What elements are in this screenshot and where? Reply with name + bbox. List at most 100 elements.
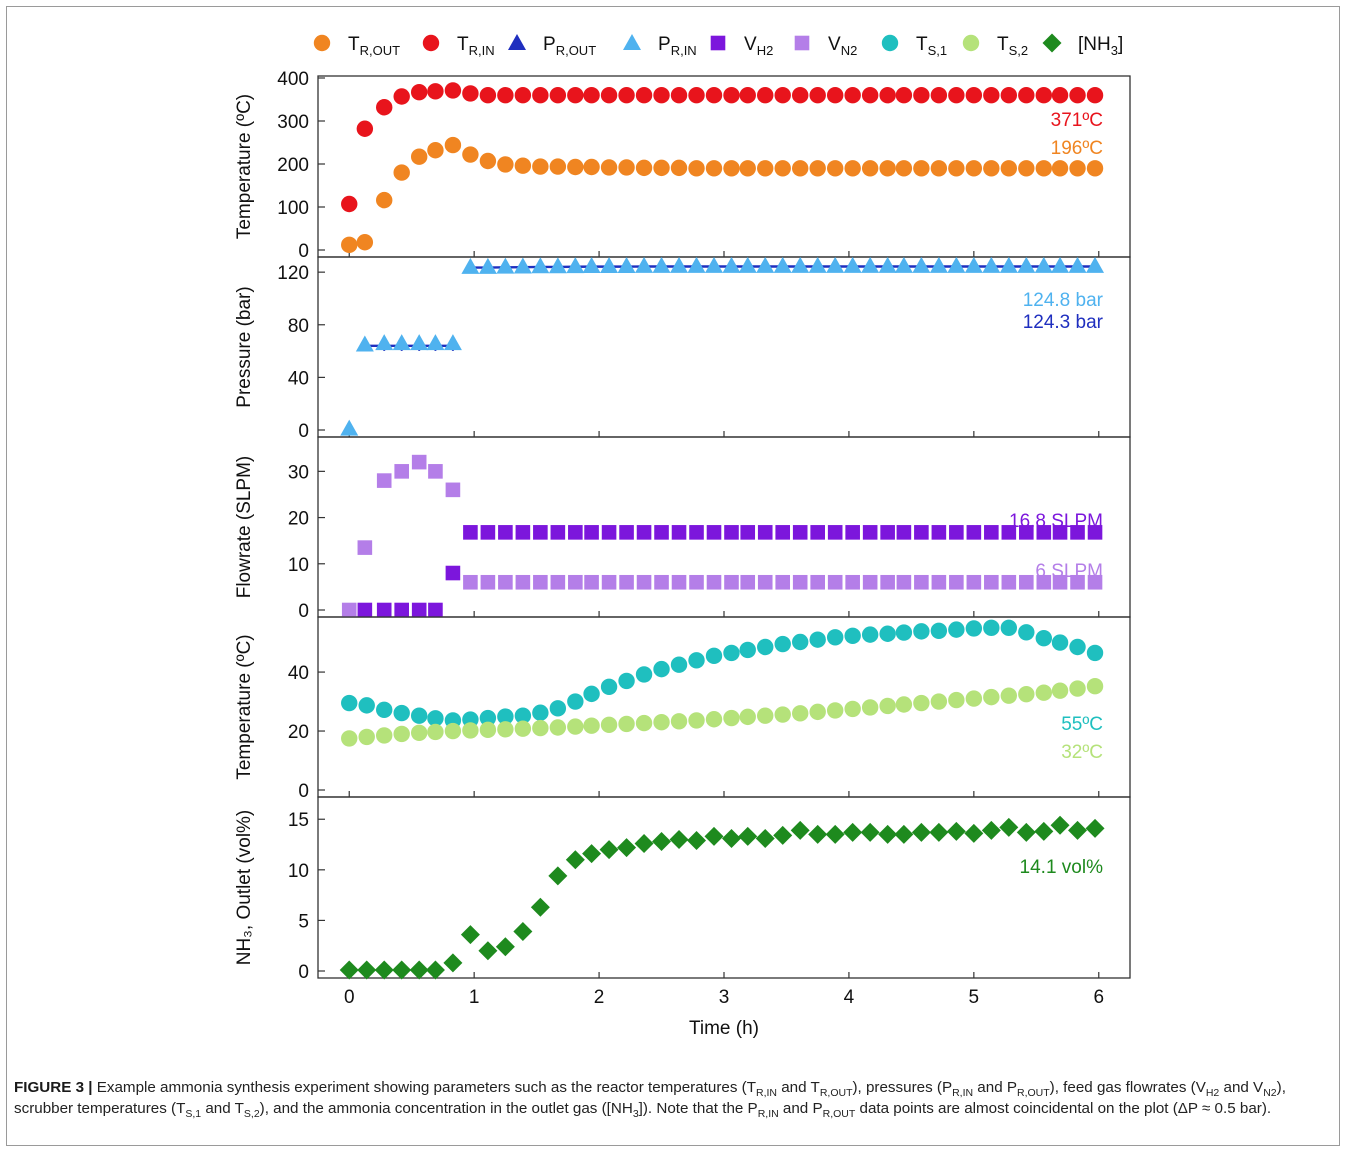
- data-point-nh3: [565, 850, 585, 870]
- data-point-t_s1: [427, 710, 444, 727]
- data-point-t_r_in: [861, 87, 879, 104]
- x-tick-label: 1: [469, 987, 480, 1008]
- data-point-v_n2: [619, 574, 634, 590]
- data-point-v_n2: [706, 574, 722, 590]
- data-point-t_s1: [965, 620, 983, 637]
- data-point-p_r_in: [410, 334, 429, 351]
- panel-3: 0 20 40 Temperature (ºC) 55ºC 32ºC: [234, 616, 1131, 802]
- data-point-nh3: [669, 829, 689, 849]
- data-point-p_r_in: [773, 256, 792, 273]
- chart-legend: TR,OUT TR,IN PR,OUT PR,IN VH2 VN2 TS,1 TS,2 [NH3…: [313, 33, 1123, 58]
- data-point-t_s1: [774, 635, 791, 653]
- data-point-p_r_in: [756, 256, 775, 273]
- series-nh3: [339, 815, 1105, 980]
- data-point-t_r_in: [895, 87, 913, 104]
- data-point-t_s1: [358, 697, 375, 714]
- data-point-nh3: [478, 941, 498, 961]
- data-point-nh3: [964, 823, 984, 843]
- data-point-t_s1: [635, 666, 653, 683]
- x-tick-label: 3: [719, 987, 730, 1008]
- data-point-t_s1: [653, 660, 670, 678]
- data-point-p_r_in: [461, 257, 480, 274]
- data-point-v_h2: [619, 525, 634, 540]
- data-point-nh3: [1050, 815, 1070, 835]
- caption-text: ]). Note that the P: [638, 1100, 758, 1117]
- data-point-t_r_out: [826, 160, 844, 177]
- data-point-t_r_out: [844, 160, 861, 177]
- data-point-nh3: [929, 822, 949, 842]
- data-point-v_n2: [411, 454, 427, 470]
- data-point-v_h2: [966, 525, 982, 540]
- data-point-v_n2: [775, 574, 791, 590]
- legend-marker-p_r_out: [508, 34, 526, 50]
- data-point-v_n2: [740, 574, 756, 590]
- data-point-t_r_in: [792, 87, 809, 104]
- legend-label-nh3: [NH3]: [1078, 34, 1123, 58]
- data-point-t_r_out: [427, 142, 444, 159]
- data-point-t_r_out: [1035, 160, 1053, 177]
- data-point-t_r_out: [774, 160, 791, 177]
- data-point-nh3: [825, 824, 845, 844]
- figure-caption: FIGURE 3 | Example ammonia synthesis exp…: [14, 1077, 1332, 1119]
- data-point-nh3: [582, 844, 602, 864]
- data-point-t_r_out: [792, 160, 809, 177]
- data-point-v_n2: [1052, 574, 1068, 590]
- data-point-t_s1: [600, 678, 618, 696]
- data-point-v_h2: [706, 525, 722, 540]
- data-point-p_r_in: [513, 257, 532, 274]
- data-point-t_s1: [1069, 638, 1086, 656]
- data-point-t_s1: [792, 633, 809, 651]
- data-point-p_r_in: [722, 256, 741, 273]
- x-tick-label: 4: [844, 987, 855, 1008]
- panel-frame: [317, 616, 1131, 798]
- series-t_s2: [341, 678, 1104, 747]
- data-point-t_s2: [913, 694, 930, 712]
- data-point-nh3: [946, 821, 966, 841]
- data-point-t_s2: [1069, 680, 1086, 697]
- data-point-t_s2: [410, 724, 428, 742]
- caption-text: ), feed gas flowrates (V: [1049, 1079, 1206, 1096]
- data-point-t_s2: [427, 723, 444, 741]
- data-point-nh3: [634, 834, 654, 854]
- data-point-p_r_in: [670, 256, 689, 273]
- data-point-t_r_out: [809, 160, 826, 177]
- data-point-t_r_out: [861, 160, 879, 177]
- data-point-t_r_out: [393, 164, 410, 181]
- data-point-t_s2: [341, 730, 358, 747]
- data-point-v_n2: [445, 482, 461, 498]
- caption-text: and P: [973, 1079, 1017, 1096]
- caption-sub: R,OUT: [819, 1087, 853, 1100]
- data-point-v_h2: [1052, 525, 1068, 540]
- data-point-t_s1: [705, 647, 723, 665]
- data-point-v_h2: [568, 525, 583, 540]
- data-point-t_r_out: [723, 160, 740, 177]
- data-point-nh3: [652, 831, 672, 851]
- series-p_r_in: [340, 256, 1105, 436]
- data-point-t_s1: [913, 623, 930, 640]
- data-point-v_n2: [480, 574, 496, 590]
- caption-sub: 3: [632, 1108, 639, 1121]
- data-point-v_h2: [827, 525, 843, 540]
- data-point-t_r_in: [376, 99, 393, 116]
- data-point-t_r_in: [705, 87, 723, 104]
- data-point-t_r_in: [549, 87, 567, 104]
- data-point-t_r_out: [1086, 160, 1104, 177]
- legend-label-v_h2: VH2: [744, 34, 773, 58]
- data-point-t_s1: [514, 707, 532, 724]
- data-point-v_h2: [896, 525, 912, 540]
- data-point-v_h2: [689, 525, 704, 540]
- data-point-nh3: [425, 960, 445, 980]
- data-point-t_s1: [688, 652, 705, 669]
- data-point-p_r_in: [964, 256, 983, 273]
- y-tick-label: 200: [277, 155, 309, 176]
- y-tick-label: 10: [288, 555, 309, 576]
- data-point-p_r_in: [982, 256, 1001, 273]
- data-point-t_r_out: [514, 157, 532, 174]
- data-point-t_r_out: [739, 160, 756, 177]
- panel-4: 0 5 10 15 NH₃, Outlet (vol%) 14.1 vol%: [234, 796, 1131, 983]
- series-v_n2: [341, 454, 1103, 618]
- data-point-v_h2: [533, 525, 548, 540]
- data-point-t_r_out: [688, 160, 705, 177]
- data-point-p_r_in: [808, 256, 827, 273]
- legend-item-t_r_out: TR,OUT: [313, 34, 400, 58]
